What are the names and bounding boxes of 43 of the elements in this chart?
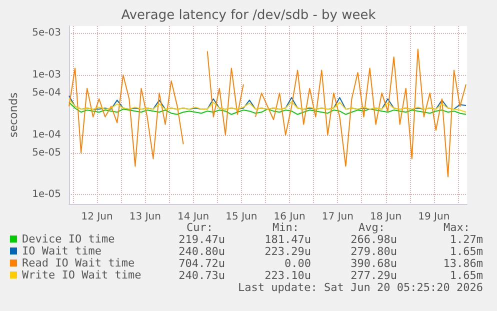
y-tick-label: 1e-05 bbox=[32, 189, 61, 200]
x-tick-label: 17 Jun bbox=[322, 212, 354, 222]
x-tick-label: 12 Jun bbox=[81, 212, 113, 222]
text: 240.73u bbox=[178, 269, 225, 282]
text: 1.27m bbox=[450, 233, 484, 246]
y-tick-label: 1e-04 bbox=[32, 129, 61, 140]
y-tick-label: 5e-05 bbox=[32, 147, 61, 158]
text: 277.29u bbox=[350, 269, 397, 282]
text: 223.10u bbox=[264, 269, 311, 282]
text: 219.47u bbox=[178, 233, 225, 246]
legend-label: Read IO Wait time bbox=[22, 256, 135, 270]
legend-label: Write IO Wait time bbox=[22, 268, 142, 282]
y-tick-label: 1e-03 bbox=[32, 70, 61, 81]
y-tick-label: 5e-03 bbox=[32, 28, 61, 39]
text: 266.98u bbox=[350, 233, 397, 246]
text: Cur: bbox=[186, 221, 213, 234]
legend-label: Device IO time bbox=[22, 232, 115, 246]
text: 223.29u bbox=[264, 245, 311, 258]
y-axis-title: seconds bbox=[7, 92, 20, 138]
text: 240.80u bbox=[178, 245, 225, 258]
y-tick-label: 5e-04 bbox=[32, 88, 61, 99]
line-series bbox=[68, 98, 466, 113]
x-tick-label: 14 Jun bbox=[178, 212, 210, 222]
chart-title: Average latency for /dev/sdb - by week bbox=[121, 8, 376, 23]
x-tick-label: 15 Jun bbox=[226, 212, 258, 222]
text: 1.65m bbox=[450, 245, 484, 258]
text: 13.86m bbox=[443, 257, 484, 270]
text: Avg: bbox=[358, 221, 385, 234]
line-series bbox=[68, 102, 466, 115]
x-tick-label: 19 Jun bbox=[418, 212, 450, 222]
text: 1.65m bbox=[450, 269, 484, 282]
text: 279.80u bbox=[350, 245, 397, 258]
text: Min: bbox=[272, 221, 299, 234]
text: 181.47u bbox=[264, 233, 311, 246]
text: 704.72u bbox=[178, 257, 225, 270]
x-tick-label: 18 Jun bbox=[370, 212, 402, 222]
text: Max: bbox=[444, 221, 470, 234]
legend-label: IO Wait time bbox=[22, 244, 102, 258]
text: 390.68u bbox=[350, 257, 397, 270]
x-tick-label: 16 Jun bbox=[274, 212, 306, 222]
x-tick-label: 13 Jun bbox=[129, 212, 161, 222]
text: Last update: Sat Jun 20 05:25:20 2026 bbox=[238, 281, 483, 294]
text: 0.00 bbox=[284, 257, 311, 270]
